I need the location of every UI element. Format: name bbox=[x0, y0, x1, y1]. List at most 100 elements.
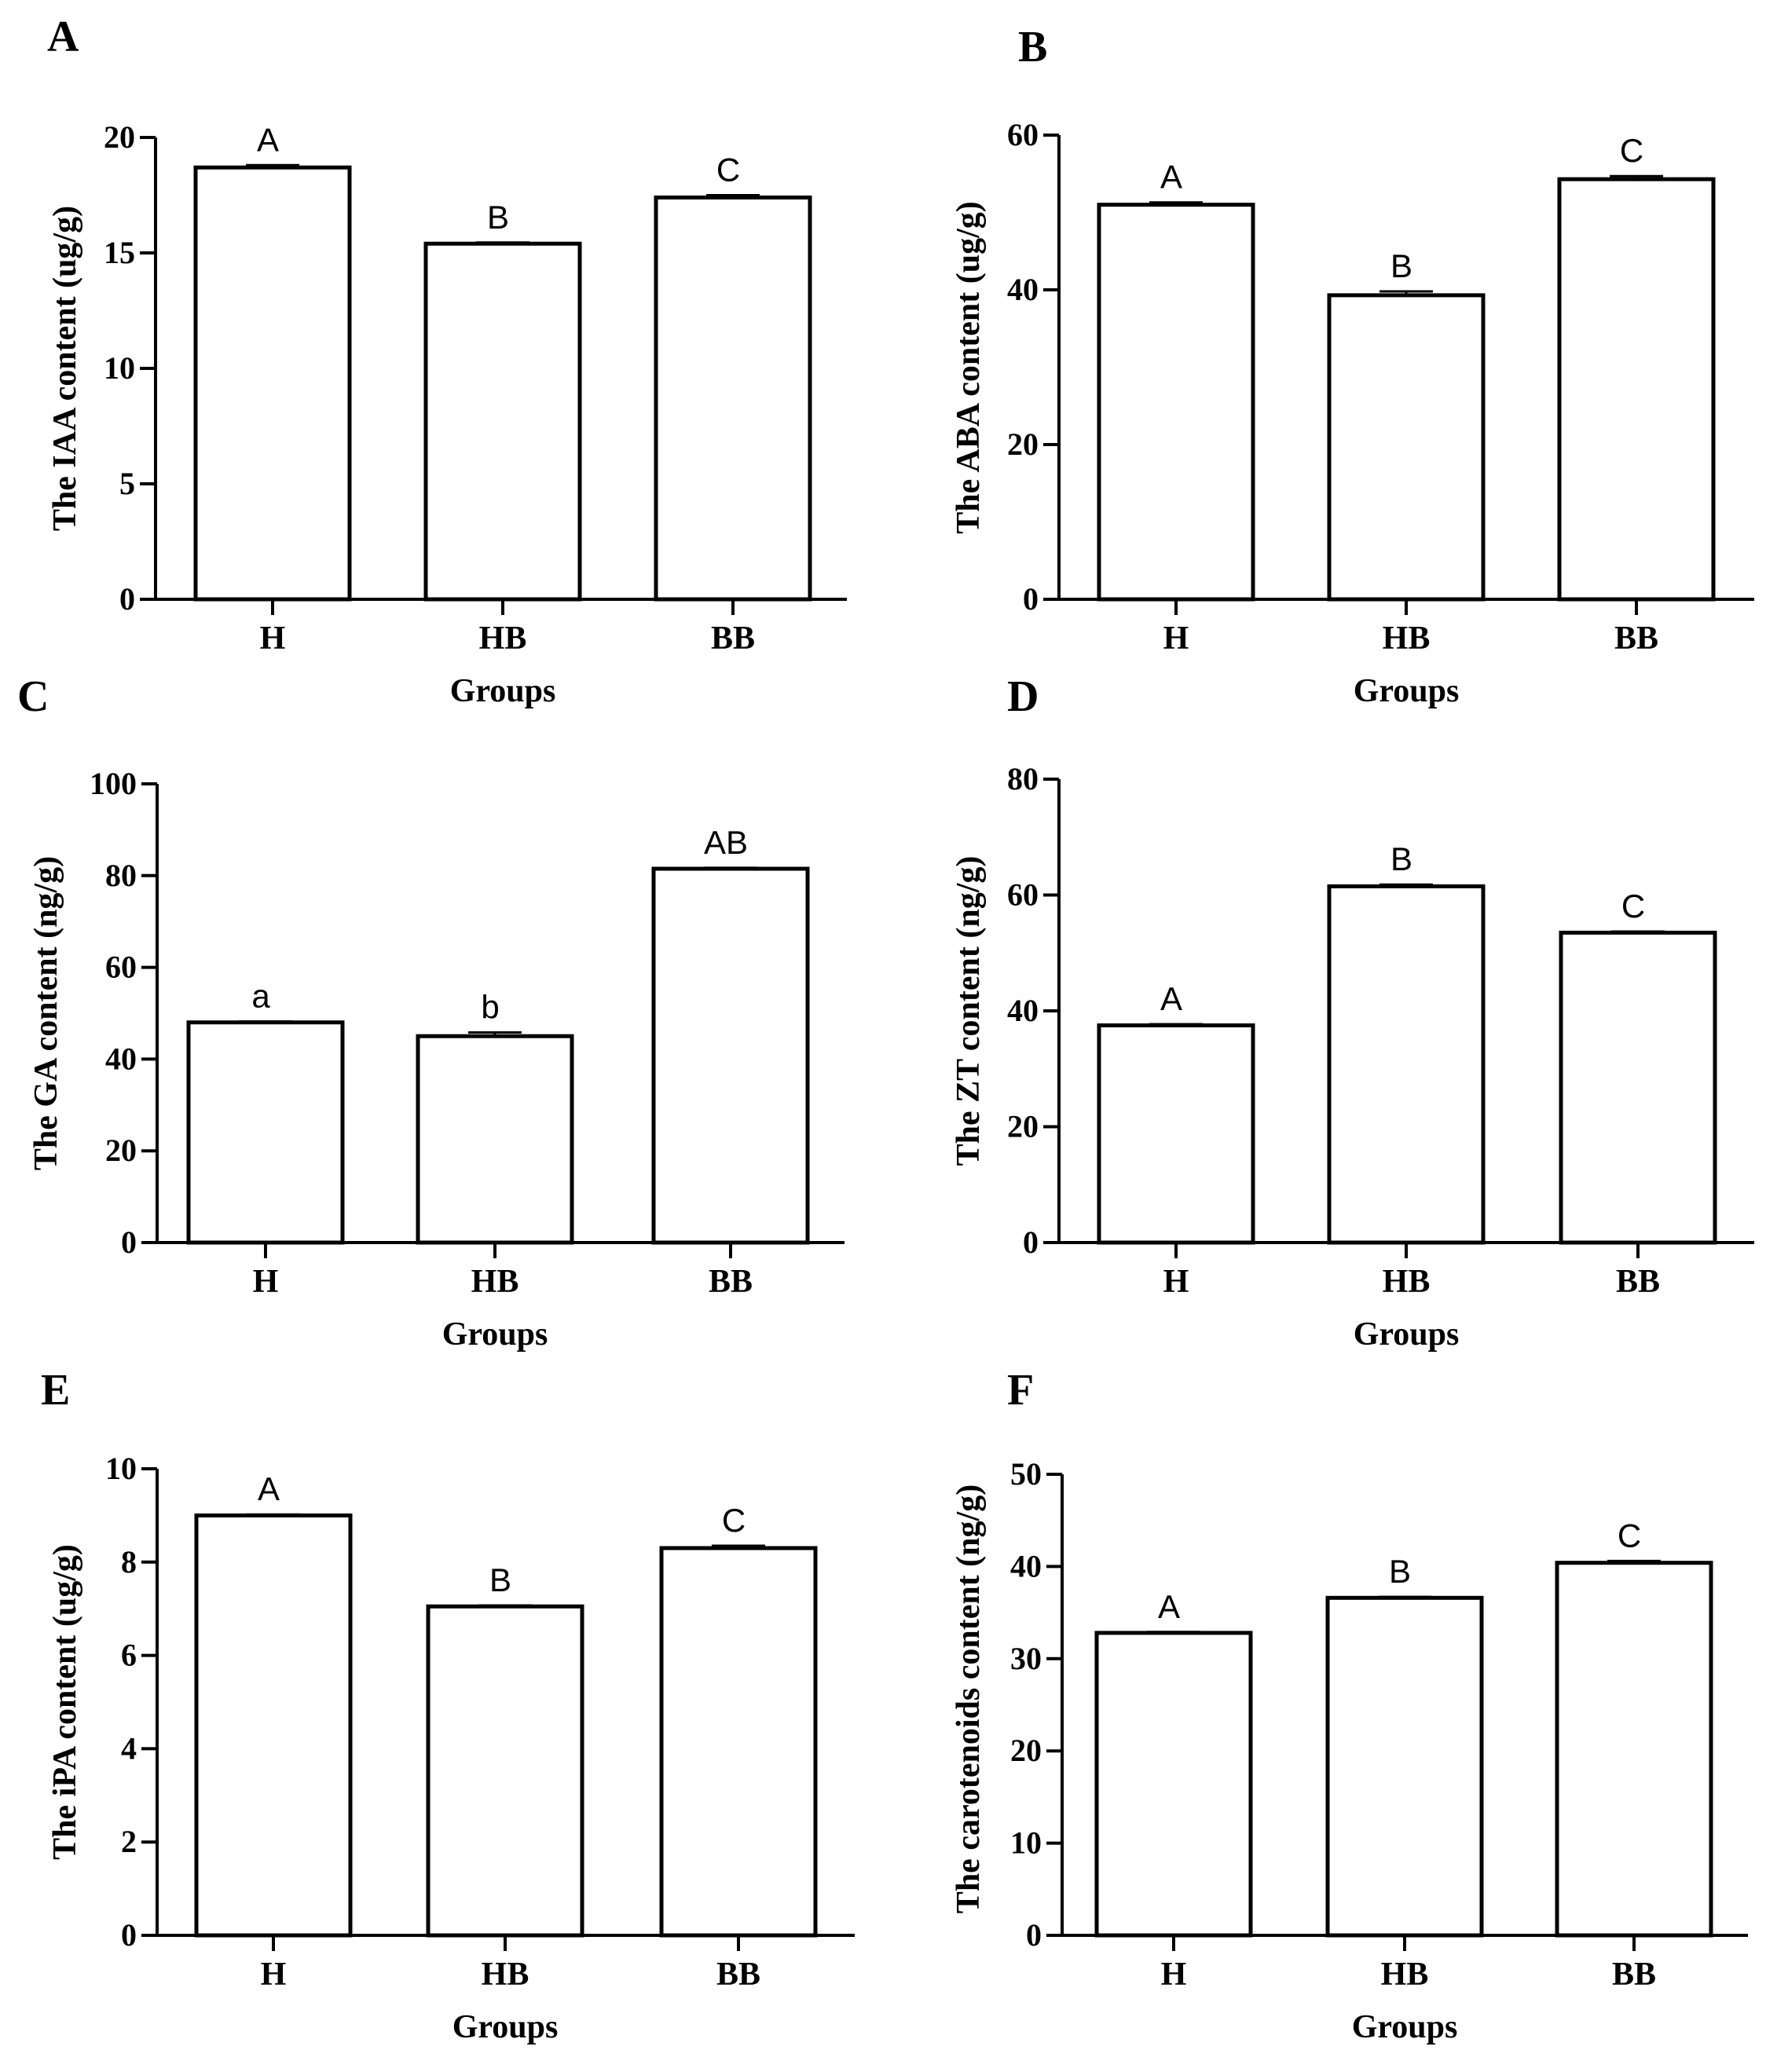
y-tick-label: 2 bbox=[121, 1824, 137, 1859]
significance-label: A bbox=[1160, 980, 1182, 1017]
x-axis-title: Groups bbox=[1354, 1316, 1460, 1353]
x-category-label: HB bbox=[471, 1264, 519, 1300]
y-tick-label: 20 bbox=[105, 1133, 137, 1168]
significance-label: B bbox=[1390, 247, 1412, 284]
significance-label: A bbox=[258, 1470, 280, 1507]
x-category-label: HB bbox=[482, 1957, 529, 1993]
x-category-label: H bbox=[260, 621, 286, 657]
y-tick-label: 0 bbox=[121, 1917, 137, 1953]
bar-bb bbox=[1559, 930, 1717, 1245]
bar-bb bbox=[654, 195, 812, 602]
significance-label: B bbox=[489, 1561, 511, 1598]
panel-letter: D bbox=[1007, 672, 1039, 721]
x-category-label: H bbox=[261, 1957, 287, 1993]
panel-letter: C bbox=[17, 672, 49, 721]
y-axis-title: The IAA content (ug/g) bbox=[47, 206, 83, 531]
y-tick-label: 0 bbox=[1026, 1917, 1042, 1953]
bar-hb bbox=[1325, 1595, 1484, 1938]
bar-h bbox=[1097, 1023, 1255, 1245]
panel-letter: F bbox=[1007, 1366, 1034, 1415]
significance-label: C bbox=[1618, 1517, 1641, 1554]
significance-label: C bbox=[1620, 132, 1643, 169]
x-category-label: BB bbox=[709, 1264, 753, 1300]
y-tick-label: 40 bbox=[1010, 1548, 1042, 1583]
significance-label: C bbox=[716, 152, 740, 189]
significance-label: C bbox=[1621, 888, 1645, 924]
y-axis-title: The ABA content (ug/g) bbox=[951, 201, 987, 534]
y-tick-label: 80 bbox=[105, 858, 137, 893]
y-tick-label: 30 bbox=[1010, 1641, 1042, 1676]
y-tick-label: 20 bbox=[1007, 426, 1039, 462]
bar-hb bbox=[1327, 293, 1486, 602]
x-category-label: HB bbox=[479, 621, 527, 657]
panel-letter: A bbox=[47, 13, 79, 61]
x-category-label: HB bbox=[1383, 1264, 1431, 1300]
y-axis-title: The ZT content (ng/g) bbox=[951, 856, 987, 1166]
y-tick-label: 60 bbox=[105, 950, 137, 985]
y-tick-label: 80 bbox=[1007, 761, 1039, 796]
y-tick-label: 40 bbox=[1007, 272, 1039, 307]
bar-hb bbox=[1327, 884, 1486, 1245]
significance-label: B bbox=[1390, 840, 1412, 877]
y-tick-label: 0 bbox=[121, 1225, 137, 1260]
y-tick-label: 15 bbox=[104, 235, 135, 270]
y-tick-label: 0 bbox=[1023, 581, 1039, 617]
y-axis-title: The iPA content (ug/g) bbox=[47, 1544, 83, 1860]
x-axis-title: Groups bbox=[452, 2009, 559, 2045]
x-axis-title: Groups bbox=[1354, 673, 1460, 709]
y-axis-title: The carotenoids content (ng/g) bbox=[951, 1484, 987, 1913]
x-category-label: HB bbox=[1381, 1957, 1429, 1993]
significance-label: C bbox=[722, 1502, 746, 1539]
x-axis-title: Groups bbox=[442, 1316, 548, 1353]
x-category-label: BB bbox=[1616, 1264, 1660, 1300]
bar-hb bbox=[426, 1604, 584, 1938]
significance-label: A bbox=[1160, 159, 1182, 196]
bar-bb bbox=[1555, 1561, 1713, 1938]
significance-label: B bbox=[487, 199, 509, 236]
x-category-label: HB bbox=[1383, 621, 1431, 657]
y-tick-label: 10 bbox=[1010, 1825, 1042, 1861]
x-axis-title: Groups bbox=[1352, 2009, 1458, 2045]
y-tick-label: 20 bbox=[104, 119, 135, 155]
significance-label: A bbox=[1158, 1588, 1180, 1625]
bar-hb bbox=[416, 1034, 574, 1245]
bar-h bbox=[1097, 203, 1255, 602]
y-tick-label: 40 bbox=[105, 1041, 137, 1076]
bar-bb bbox=[1557, 177, 1716, 602]
y-tick-label: 5 bbox=[119, 466, 135, 501]
x-category-label: BB bbox=[711, 621, 755, 657]
bar-h bbox=[1094, 1631, 1253, 1938]
panel-letter: E bbox=[41, 1366, 70, 1415]
x-category-label: H bbox=[1163, 621, 1189, 657]
x-category-label: H bbox=[1161, 1957, 1187, 1993]
x-category-label: H bbox=[1163, 1264, 1189, 1300]
y-tick-label: 20 bbox=[1010, 1733, 1042, 1768]
panel-letter: B bbox=[1018, 23, 1047, 71]
y-tick-label: 6 bbox=[121, 1638, 137, 1673]
panel-c: C 0 20 40 60 80 100 a Hb HB AB BB Groups The GA conte… bbox=[17, 672, 845, 1353]
y-axis-title: The GA content (ng/g) bbox=[28, 856, 64, 1170]
y-tick-label: 60 bbox=[1007, 877, 1039, 913]
y-tick-label: 10 bbox=[105, 1451, 137, 1486]
y-tick-label: 60 bbox=[1007, 117, 1039, 152]
x-category-label: BB bbox=[716, 1957, 760, 1993]
x-category-label: H bbox=[253, 1264, 279, 1300]
significance-label: b bbox=[481, 989, 499, 1026]
significance-label: AB bbox=[704, 824, 748, 861]
y-tick-label: 8 bbox=[121, 1544, 137, 1580]
y-tick-label: 0 bbox=[119, 581, 135, 617]
significance-label: A bbox=[257, 121, 279, 158]
x-category-label: BB bbox=[1614, 621, 1658, 657]
bar-bb bbox=[651, 866, 810, 1245]
y-tick-label: 50 bbox=[1010, 1456, 1042, 1492]
bar-h bbox=[194, 1513, 353, 1938]
y-tick-label: 0 bbox=[1023, 1225, 1039, 1260]
bar-bb bbox=[659, 1546, 818, 1938]
bar-h bbox=[193, 165, 352, 602]
y-tick-label: 20 bbox=[1007, 1109, 1039, 1144]
